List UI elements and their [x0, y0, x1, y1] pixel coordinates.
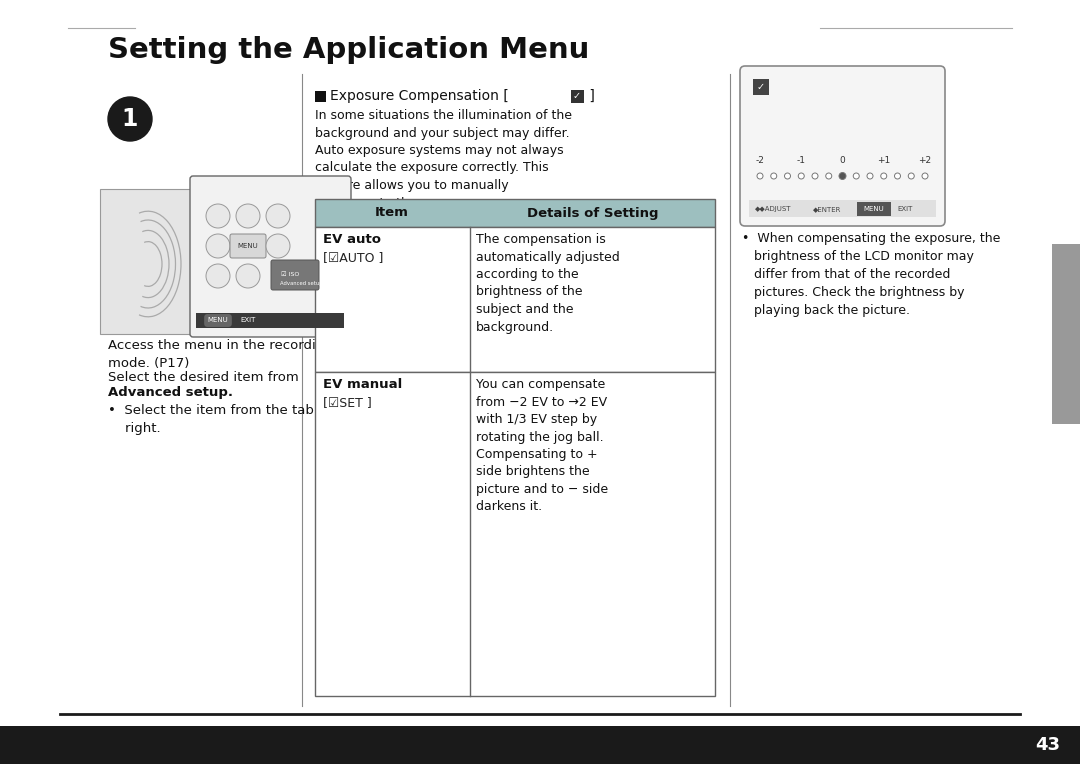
Text: In some situations the illumination of the
background and your subject may diffe: In some situations the illumination of t…: [315, 109, 572, 209]
Bar: [195, 313, 345, 328]
FancyBboxPatch shape: [190, 176, 351, 337]
Circle shape: [908, 173, 915, 179]
Bar: [750, 200, 936, 217]
Circle shape: [266, 204, 291, 228]
Bar: [315, 227, 715, 372]
Text: Select the desired item from: Select the desired item from: [108, 371, 299, 384]
Text: EXIT: EXIT: [897, 206, 913, 212]
Circle shape: [757, 173, 762, 179]
Circle shape: [206, 234, 230, 258]
Text: •  Select the item from the table on the
    right.: • Select the item from the table on the …: [108, 404, 373, 435]
Circle shape: [894, 173, 901, 179]
Bar: [315, 372, 715, 696]
Text: Setting the Application Menu: Setting the Application Menu: [108, 36, 590, 64]
Circle shape: [206, 204, 230, 228]
Circle shape: [206, 264, 230, 288]
Text: [☑SET ]: [☑SET ]: [323, 396, 372, 409]
Bar: [100, 189, 195, 334]
Circle shape: [853, 173, 860, 179]
FancyBboxPatch shape: [230, 234, 266, 258]
Text: MENU: MENU: [238, 243, 258, 249]
Circle shape: [867, 173, 873, 179]
Bar: [0, 726, 1080, 764]
Text: 0: 0: [839, 156, 846, 165]
Circle shape: [266, 234, 291, 258]
Text: ✓: ✓: [757, 82, 765, 92]
Text: -2: -2: [756, 156, 765, 165]
Text: EV manual: EV manual: [323, 378, 402, 391]
Text: 1: 1: [122, 107, 138, 131]
Bar: [858, 202, 891, 216]
Text: EV auto: EV auto: [323, 233, 381, 246]
Text: ◆◆ADJUST: ◆◆ADJUST: [755, 206, 792, 212]
Text: +1: +1: [877, 156, 890, 165]
Text: •  When compensating the exposure, the
   brightness of the LCD monitor may
   d: • When compensating the exposure, the br…: [742, 232, 1000, 317]
Text: The compensation is
automatically adjusted
according to the
brightness of the
su: The compensation is automatically adjust…: [476, 233, 620, 334]
Circle shape: [771, 173, 777, 179]
Text: [☑AUTO ]: [☑AUTO ]: [323, 251, 383, 264]
Circle shape: [237, 264, 260, 288]
Text: 43: 43: [1036, 736, 1061, 754]
Bar: [315, 91, 326, 102]
Text: MENU: MENU: [207, 318, 228, 323]
Bar: [315, 199, 715, 227]
Text: You can compensate
from −2 EV to →2 EV
with 1/3 EV step by
rotating the jog ball: You can compensate from −2 EV to →2 EV w…: [476, 378, 608, 513]
Text: ✓: ✓: [572, 91, 581, 101]
Circle shape: [826, 173, 832, 179]
Text: MENU: MENU: [864, 206, 885, 212]
Text: ◆ENTER: ◆ENTER: [813, 206, 841, 212]
Text: EXIT: EXIT: [241, 318, 256, 323]
Circle shape: [881, 173, 887, 179]
Bar: [1052, 244, 1080, 424]
Text: ☑ ISO: ☑ ISO: [281, 271, 299, 277]
Text: Access the menu in the recording
mode. (P17): Access the menu in the recording mode. (…: [108, 339, 333, 370]
Text: Item: Item: [375, 206, 409, 219]
Circle shape: [922, 173, 928, 179]
Circle shape: [784, 173, 791, 179]
Text: Details of Setting: Details of Setting: [527, 206, 658, 219]
Text: Advanced setup: Advanced setup: [280, 280, 323, 286]
FancyBboxPatch shape: [271, 260, 319, 290]
Circle shape: [108, 97, 152, 141]
Circle shape: [798, 173, 805, 179]
Text: +2: +2: [918, 156, 932, 165]
Bar: [753, 79, 769, 95]
Text: Exposure Compensation [: Exposure Compensation [: [330, 89, 509, 103]
Circle shape: [237, 204, 260, 228]
Bar: [571, 90, 584, 103]
FancyBboxPatch shape: [740, 66, 945, 226]
Text: -1: -1: [797, 156, 806, 165]
Text: Advanced setup.: Advanced setup.: [108, 386, 233, 399]
Text: ]: ]: [585, 89, 595, 103]
Circle shape: [839, 173, 846, 180]
Circle shape: [812, 173, 818, 179]
